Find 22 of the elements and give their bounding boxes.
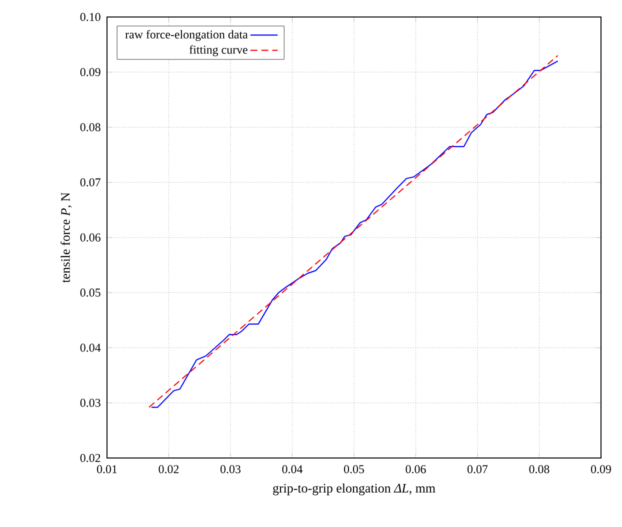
y-tick-label: 0.06 [80,233,100,242]
x-tick-label: 0.02 [158,465,179,474]
x-tick-label: 0.06 [406,465,426,474]
y-axis-title: tensile force P, N [60,192,72,283]
legend-label: fitting curve [189,45,248,56]
x-tick-label: 0.07 [467,465,488,474]
x-tick-label: 0.04 [282,465,303,474]
x-tick-label: 0.01 [96,465,117,474]
y-tick-label: 0.10 [80,12,100,22]
legend-label: raw force-elongation data [125,30,248,41]
y-tick-label: 0.09 [80,68,100,76]
x-tick-label: 0.09 [590,465,611,474]
y-tick-label: 0.07 [80,178,100,186]
y-tick-label: 0.02 [80,454,100,462]
y-tick-label: 0.03 [80,398,100,407]
y-tick-label: 0.05 [80,288,100,297]
y-tick-label: 0.08 [80,123,100,132]
x-axis-title: grip-to-grip elongation ΔL, mm [273,483,436,496]
x-tick-label: 0.08 [529,465,550,474]
x-tick-label: 0.03 [220,465,240,474]
x-tick-label: 0.05 [344,465,364,474]
y-tick-label: 0.04 [80,344,101,352]
